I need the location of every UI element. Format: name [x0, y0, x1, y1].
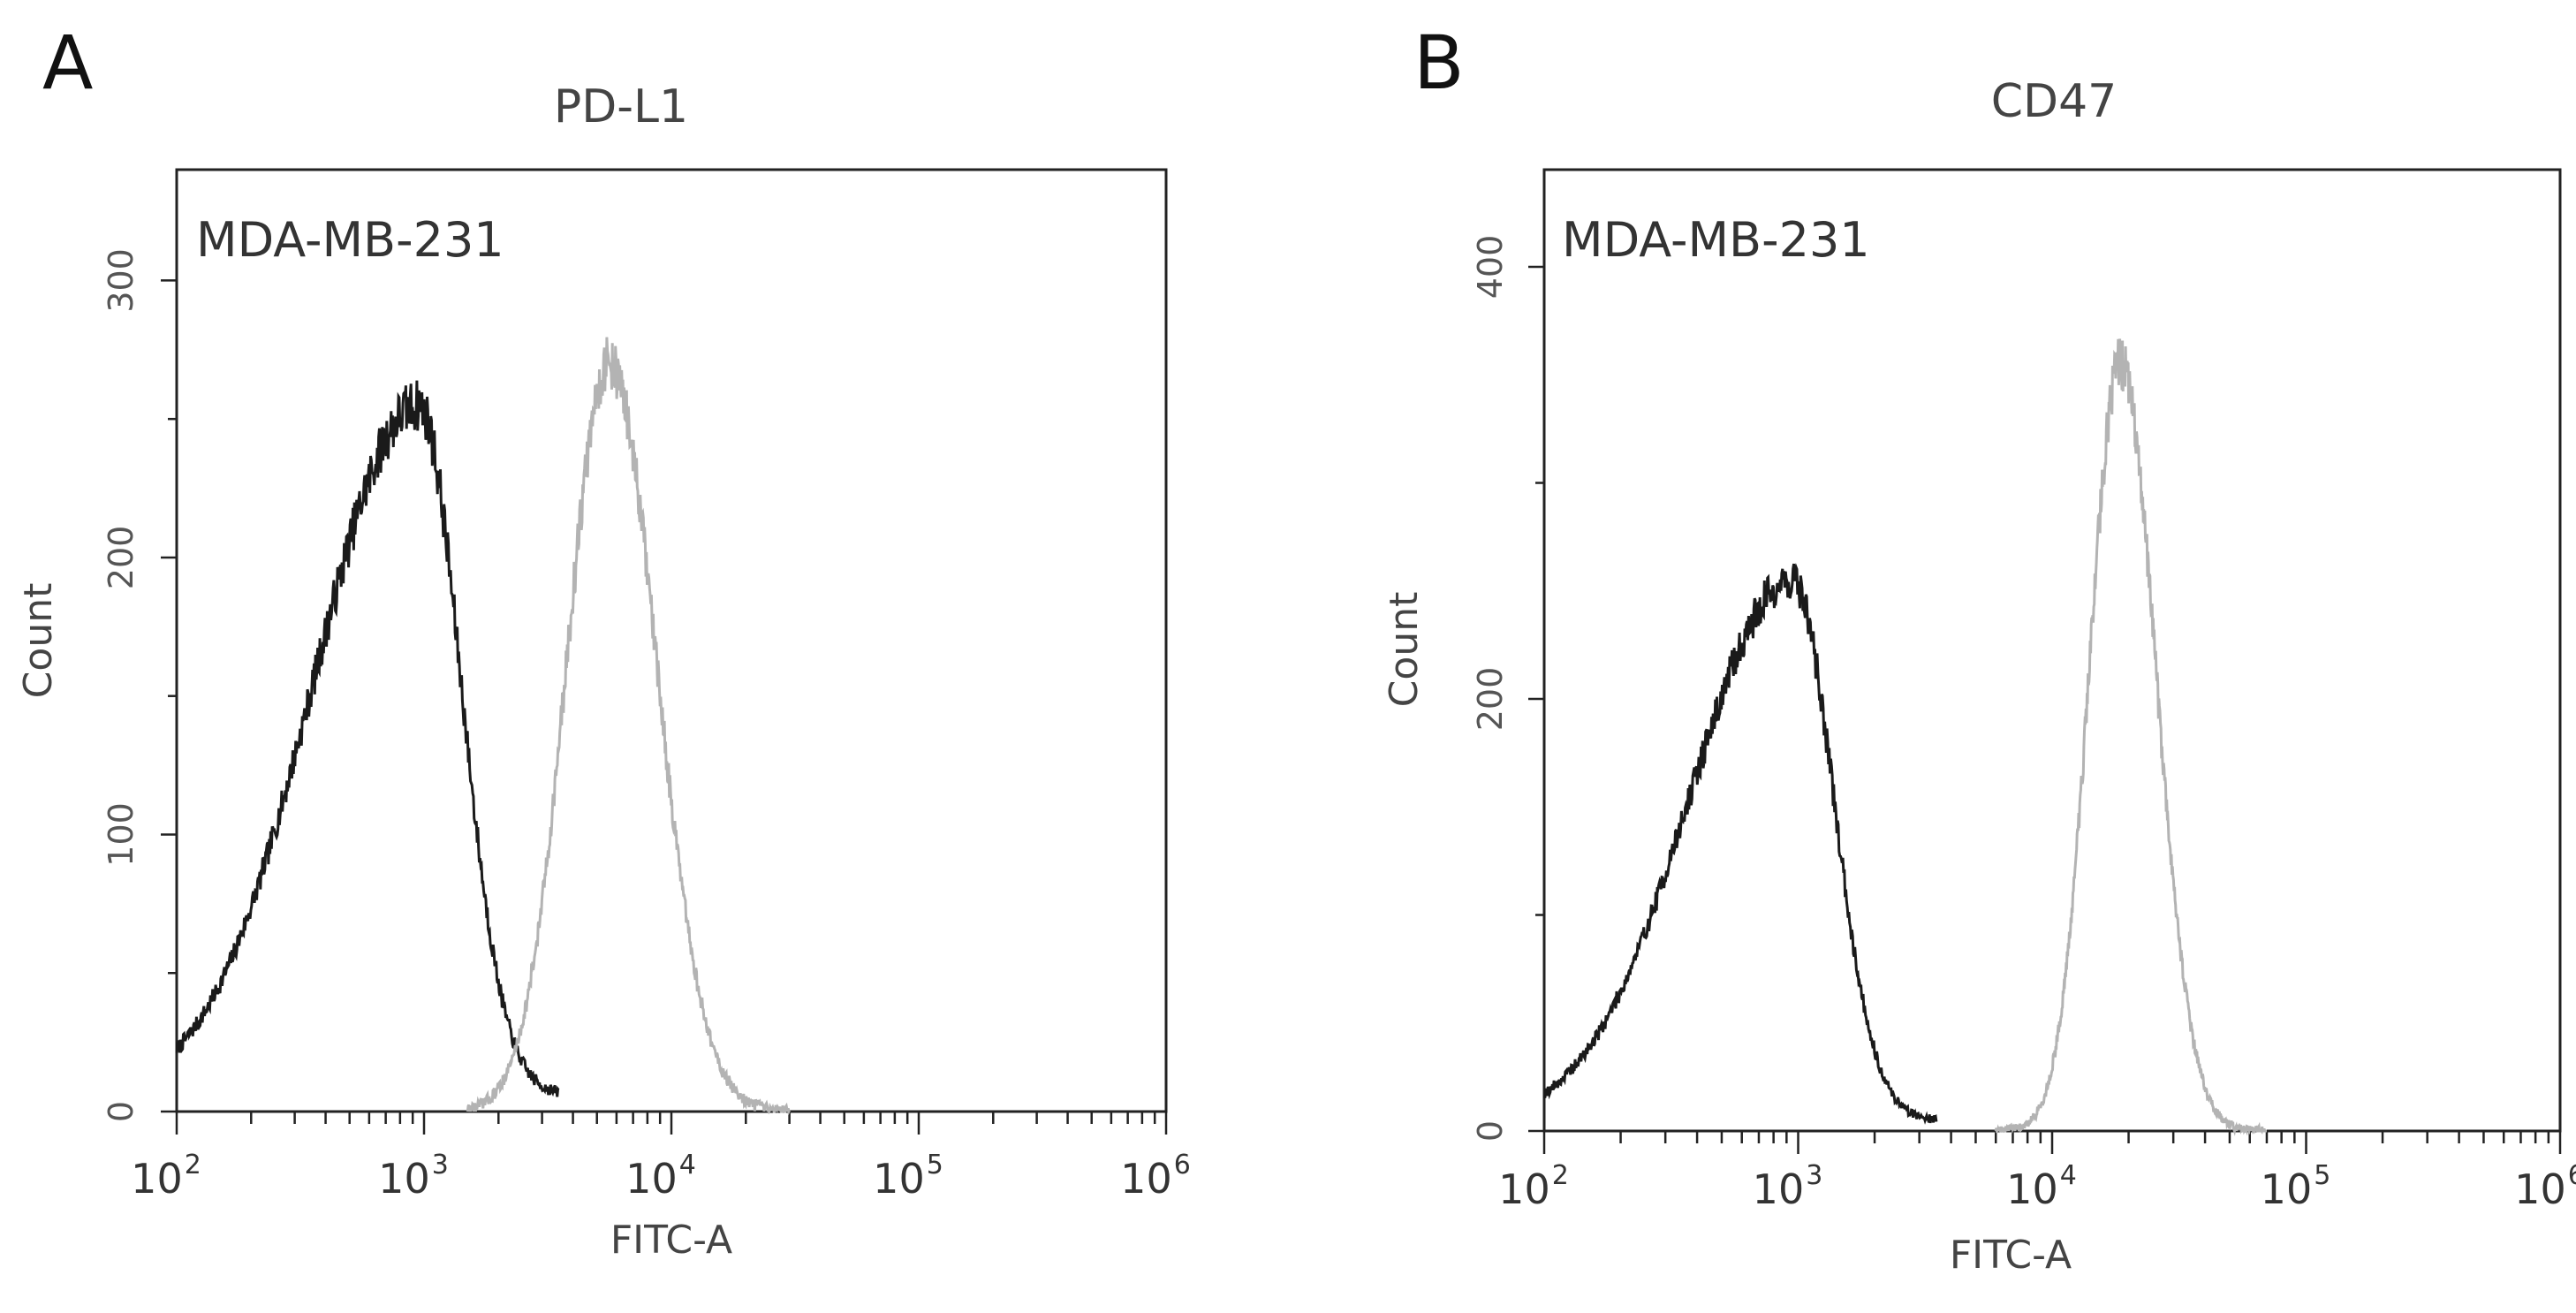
panel-b-series — [1542, 338, 2267, 1136]
panel-a: A PD-L1 MDA-MB-231 Count FITC-A 0 100 200 3… — [16, 19, 1191, 1263]
panel-a-y-axis-label: Count — [16, 583, 61, 699]
panel-b-plot-frame — [1542, 168, 2562, 1133]
panel-b: B CD47 MDA-MB-231 Count FITC-A 0 200 400 1… — [1382, 19, 2576, 1278]
panel-b-cell-line-label: MDA-MB-231 — [1562, 212, 1870, 268]
panel-a-x-ticks: 102 103 104 105 106 — [131, 1112, 1191, 1203]
y-tick-label: 0 — [1471, 1120, 1510, 1142]
panel-a-title: PD-L1 — [554, 80, 688, 133]
x-tick-label: 103 — [1753, 1160, 1823, 1213]
panel-b-x-axis-label: FITC-A — [1950, 1233, 2072, 1278]
x-tick-label: 102 — [1498, 1160, 1569, 1213]
panel-b-y-axis-label: Count — [1382, 592, 1427, 708]
x-tick-label: 104 — [2006, 1160, 2077, 1213]
y-tick-label: 100 — [102, 802, 140, 867]
panel-b-y-ticks: 0 200 400 — [1471, 235, 1544, 1142]
x-tick-label: 106 — [1120, 1150, 1191, 1203]
y-tick-label: 300 — [102, 248, 140, 313]
y-tick-label: 400 — [1471, 235, 1510, 300]
y-tick-label: 200 — [1471, 667, 1510, 732]
y-tick-label: 0 — [102, 1101, 140, 1122]
histogram-control — [1542, 563, 1938, 1125]
panel-b-title: CD47 — [1991, 75, 2118, 128]
histogram-pd-l1 — [466, 337, 791, 1116]
x-tick-label: 105 — [873, 1150, 943, 1203]
x-tick-label: 106 — [2514, 1160, 2576, 1213]
histogram-cd47 — [1994, 338, 2267, 1136]
panel-a-y-ticks: 0 100 200 300 — [102, 248, 177, 1122]
histogram-control — [175, 380, 560, 1097]
x-tick-label: 105 — [2261, 1160, 2331, 1213]
panel-a-cell-line-label: MDA-MB-231 — [196, 212, 504, 268]
y-tick-label: 200 — [102, 526, 140, 590]
panel-a-x-axis-label: FITC-A — [610, 1218, 732, 1263]
x-tick-label: 103 — [378, 1150, 449, 1203]
x-tick-label: 104 — [625, 1150, 696, 1203]
panel-b-label: B — [1413, 19, 1465, 106]
panel-b-x-ticks: 102 103 104 105 106 — [1498, 1131, 2576, 1213]
panel-a-label: A — [42, 19, 93, 106]
x-tick-label: 102 — [131, 1150, 201, 1203]
panel-a-series — [175, 337, 791, 1116]
